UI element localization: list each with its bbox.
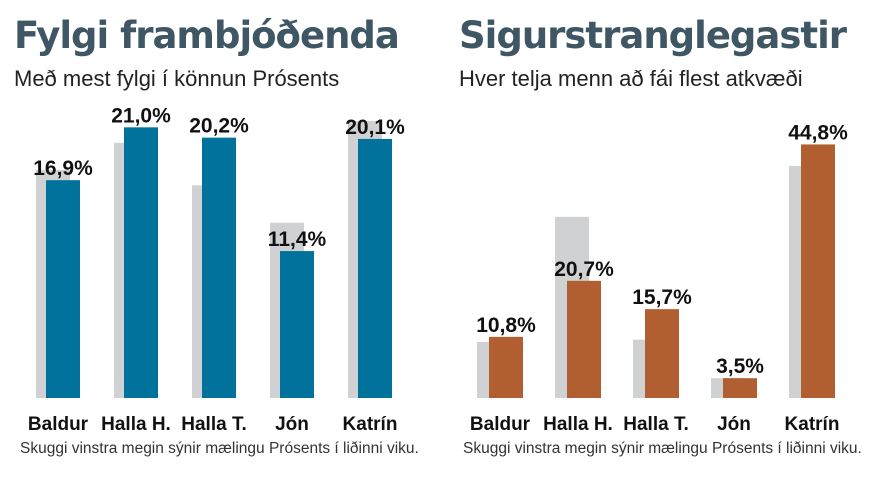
bar-current xyxy=(801,144,835,398)
chart-panel-win-likelihood: Sigurstranglegastir Hver telja menn að f… xyxy=(459,0,864,480)
chart-title: Sigurstranglegastir xyxy=(459,14,847,57)
data-label: 20,7% xyxy=(554,258,614,281)
data-label: 21,0% xyxy=(111,104,171,127)
data-label: 44,8% xyxy=(788,121,848,144)
bar-current xyxy=(358,138,392,398)
category-label: Baldur xyxy=(28,414,89,435)
chart-subtitle: Hver telja menn að fái flest atkvæði xyxy=(459,66,803,91)
category-label: Halla H. xyxy=(543,414,613,435)
category-label: Halla T. xyxy=(623,414,688,435)
category-label: Jón xyxy=(275,414,309,435)
data-label: 20,2% xyxy=(189,115,249,138)
data-label: 11,4% xyxy=(268,228,327,251)
bar-current xyxy=(645,309,679,398)
category-label: Jón xyxy=(717,414,751,435)
chart-panel-support: Fylgi frambjóðenda Með mest fylgi í könn… xyxy=(14,0,434,480)
category-label: Halla H. xyxy=(101,414,171,435)
data-label: 15,7% xyxy=(632,286,692,309)
bar-chart-win-likelihood: 10,8% Baldur 20,7% Halla H. 15,7% Halla T. 3,5… xyxy=(470,121,848,435)
data-label: 20,1% xyxy=(345,116,405,139)
bar-current xyxy=(46,180,80,398)
bar-chart-support: 16,9% Baldur 21,0% Halla H. 20,2% Halla T. 11,… xyxy=(28,104,405,435)
chart-note: Skuggi vinstra megin sýnir mælingu Próse… xyxy=(20,440,419,457)
bar-current xyxy=(567,280,601,398)
bar-current xyxy=(202,137,236,398)
chart-note: Skuggi vinstra megin sýnir mælingu Próse… xyxy=(463,440,862,457)
data-label: 10,8% xyxy=(476,314,536,337)
bar-current xyxy=(280,251,314,398)
category-label: Baldur xyxy=(470,414,531,435)
bar-current xyxy=(723,378,757,398)
category-label: Katrín xyxy=(785,414,840,435)
bar-current xyxy=(489,336,523,398)
bar-current xyxy=(124,127,158,398)
chart-subtitle: Með mest fylgi í könnun Prósents xyxy=(14,66,340,91)
data-label: 3,5% xyxy=(716,355,764,378)
data-label: 16,9% xyxy=(33,157,93,180)
category-label: Katrín xyxy=(343,414,398,435)
chart-title: Fylgi frambjóðenda xyxy=(14,14,400,57)
category-label: Halla T. xyxy=(181,414,246,435)
